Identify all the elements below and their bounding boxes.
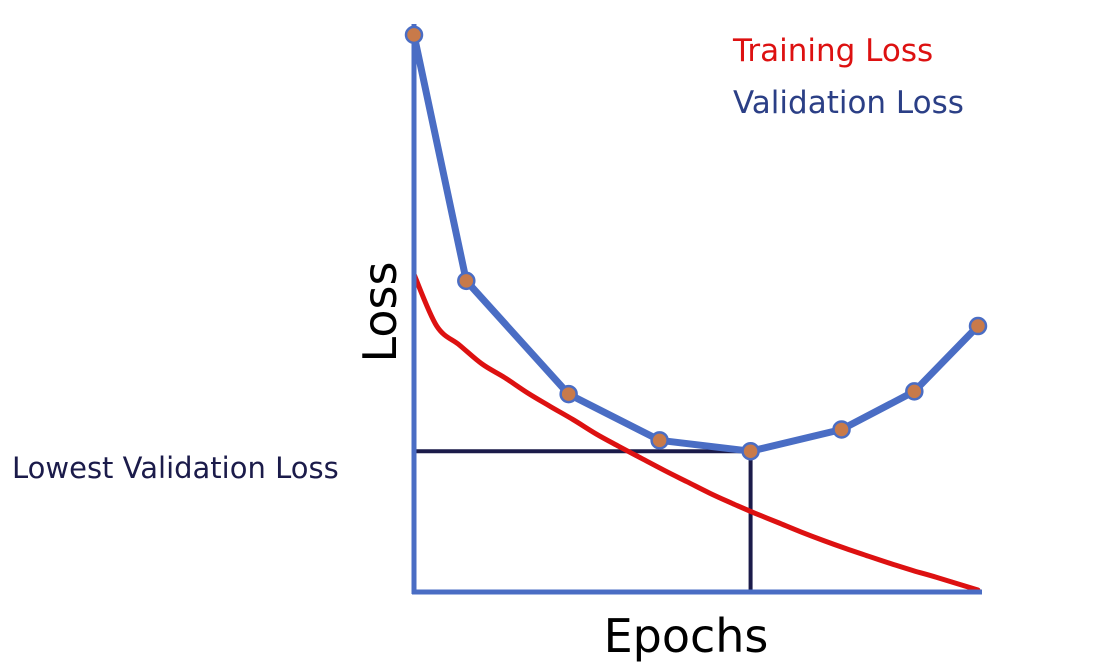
x-axis-label: Epochs xyxy=(604,609,769,663)
series-layer xyxy=(410,31,982,593)
axes xyxy=(411,24,982,595)
validation-markers xyxy=(404,25,988,461)
y-axis-label: Loss xyxy=(353,262,407,363)
validation-point-2 xyxy=(559,384,578,404)
legend-validation-loss: Validation Loss xyxy=(733,85,964,121)
lowest-loss-guides xyxy=(414,449,753,592)
validation-point-1 xyxy=(457,271,476,291)
validation-point-7 xyxy=(968,316,988,336)
series-line-training-loss xyxy=(411,271,981,593)
validation-point-5 xyxy=(832,420,851,439)
validation-point-3 xyxy=(650,431,669,450)
validation-point-6 xyxy=(905,382,924,401)
validation-point-4 xyxy=(741,441,760,461)
series-line-validation-loss xyxy=(410,31,982,455)
legend-training-loss: Training Loss xyxy=(732,33,933,69)
validation-point-0 xyxy=(404,25,424,45)
lowest-validation-loss-label: Lowest Validation Loss xyxy=(12,451,339,485)
legend: Training Loss Validation Loss xyxy=(732,33,964,121)
